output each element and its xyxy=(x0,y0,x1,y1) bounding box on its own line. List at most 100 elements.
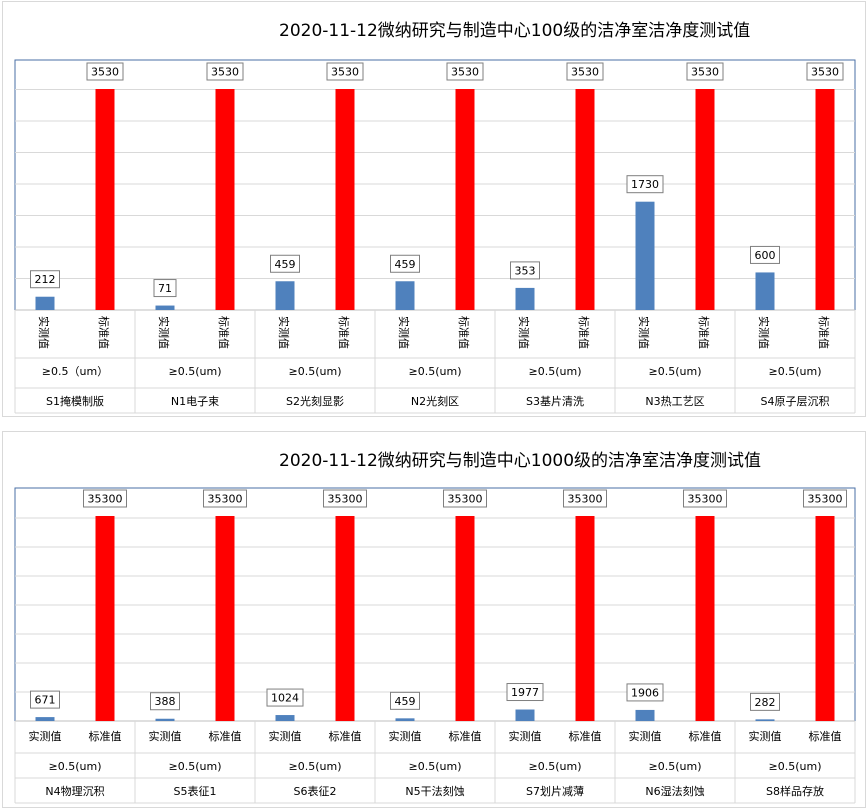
data-label-box xyxy=(86,62,124,81)
data-label: 35300 xyxy=(568,493,603,506)
bar-standard xyxy=(695,516,715,721)
bar-label: 标准值 xyxy=(449,729,482,743)
bar-label: 实测值 xyxy=(157,316,171,349)
bar-actual xyxy=(515,709,535,721)
category-label: S3基片清洗 xyxy=(526,395,584,408)
particle-size-label: ≥0.5(um) xyxy=(769,760,822,773)
chart-title: 2020-11-12微纳研究与制造中心100级的洁净室洁净度测试值 xyxy=(279,21,751,41)
data-label: 3530 xyxy=(811,66,839,79)
data-label-box xyxy=(153,279,177,298)
data-label: 35300 xyxy=(448,493,483,506)
chart-title: 2020-11-12微纳研究与制造中心1000级的洁净室洁净度测试值 xyxy=(279,451,762,471)
data-label-box xyxy=(326,62,364,81)
bar-label: 实测值 xyxy=(629,729,662,743)
category-label: S6表征2 xyxy=(294,784,337,798)
bar-label: 实测值 xyxy=(37,316,51,349)
data-label-box xyxy=(626,175,664,194)
data-label: 35300 xyxy=(808,493,843,506)
category-label: N2光刻区 xyxy=(411,394,459,408)
data-label: 353 xyxy=(515,264,536,277)
bar-label: 标准值 xyxy=(217,316,231,349)
category-label: S2光刻显影 xyxy=(286,394,344,408)
category-label: N6湿法刻蚀 xyxy=(645,784,704,798)
particle-size-label: ≥0.5(um) xyxy=(289,365,342,378)
category-label: S8样品存放 xyxy=(766,784,824,798)
category-label: N1电子束 xyxy=(171,395,219,408)
bar-standard xyxy=(575,516,595,721)
bar-label: 实测值 xyxy=(269,729,302,743)
bar-standard xyxy=(95,89,115,310)
data-label: 600 xyxy=(755,249,776,262)
bar-label: 标准值 xyxy=(209,729,242,743)
bar-label: 标准值 xyxy=(337,316,351,349)
data-label: 35300 xyxy=(328,493,363,506)
particle-size-label: ≥0.5(um) xyxy=(169,760,222,773)
data-label-box xyxy=(266,688,304,707)
particle-size-label: ≥0.5(um) xyxy=(409,760,462,773)
bar-actual xyxy=(515,287,535,310)
bar-label: 标准值 xyxy=(817,316,831,349)
data-label-box xyxy=(443,489,487,508)
bar-label: 标准值 xyxy=(689,729,722,743)
bar-standard xyxy=(695,89,715,310)
particle-size-label: ≥0.5(um) xyxy=(289,760,342,773)
data-label-box xyxy=(626,683,664,702)
data-label: 1024 xyxy=(271,692,299,705)
data-label: 459 xyxy=(395,695,416,708)
particle-size-label: ≥0.5(um) xyxy=(49,760,102,773)
particle-size-label: ≥0.5(um) xyxy=(769,365,822,378)
data-label: 35300 xyxy=(88,493,123,506)
category-label: S7划片减薄 xyxy=(526,784,584,798)
chart-1000-svg: 671 实测值 35300 标准值 ≥0.5(um) N4物理沉积 388 实测值 35300 标… xyxy=(14,487,856,804)
bar-label: 标准值 xyxy=(457,316,471,349)
category-label: S4原子层沉积 xyxy=(761,395,830,408)
data-label-box xyxy=(683,489,727,508)
bar-actual xyxy=(275,715,295,721)
plot-area xyxy=(14,59,856,311)
data-label: 35300 xyxy=(208,493,243,506)
data-label-box xyxy=(83,489,127,508)
bar-actual xyxy=(635,201,655,310)
data-label-box xyxy=(206,62,244,81)
bar-standard xyxy=(215,516,235,721)
bar-label: 实测值 xyxy=(509,729,542,743)
bar-label: 实测值 xyxy=(397,316,411,349)
bar-label: 标准值 xyxy=(97,316,111,349)
data-label-box xyxy=(506,683,544,702)
chart-100-svg: 212 实测值 3530 标准值 ≥0.5（um） S1掩模制版 71 实测值 3530 标准值 ≥… xyxy=(14,59,856,414)
data-label: 459 xyxy=(395,258,416,271)
data-label-box xyxy=(750,245,780,264)
data-label-box xyxy=(390,254,420,273)
bar-actual xyxy=(275,281,295,310)
data-label: 3530 xyxy=(331,66,359,79)
bar-actual xyxy=(635,709,655,721)
data-label: 212 xyxy=(35,273,56,286)
category-label: N3热工艺区 xyxy=(645,395,704,408)
category-label: N4物理沉积 xyxy=(45,784,104,798)
bar-label: 实测值 xyxy=(29,729,62,743)
data-label: 3530 xyxy=(451,66,479,79)
bar-label: 标准值 xyxy=(89,729,122,743)
data-label: 3530 xyxy=(91,66,119,79)
bar-label: 实测值 xyxy=(637,316,651,349)
bar-actual xyxy=(755,272,775,310)
data-label-box xyxy=(806,62,844,81)
bar-actual xyxy=(155,305,175,310)
data-label-box xyxy=(390,691,420,710)
bar-label: 实测值 xyxy=(757,316,771,349)
bar-label: 实测值 xyxy=(277,316,291,349)
bar-label: 实测值 xyxy=(149,729,182,743)
particle-size-label: ≥0.5（um） xyxy=(42,365,108,378)
chart-panel-class1000: 2020-11-12微纳研究与制造中心1000级的洁净室洁净度测试值 671 实测… xyxy=(2,431,866,808)
data-label-box xyxy=(323,489,367,508)
data-label: 671 xyxy=(35,694,56,707)
data-label: 3530 xyxy=(571,66,599,79)
data-label-box xyxy=(510,261,540,280)
bar-standard xyxy=(95,516,115,721)
data-label: 3530 xyxy=(211,66,239,79)
category-label: N5干法刻蚀 xyxy=(405,784,464,798)
bar-standard xyxy=(335,516,355,721)
bar-standard xyxy=(575,89,595,310)
particle-size-label: ≥0.5(um) xyxy=(529,365,582,378)
data-label-box xyxy=(150,692,180,711)
